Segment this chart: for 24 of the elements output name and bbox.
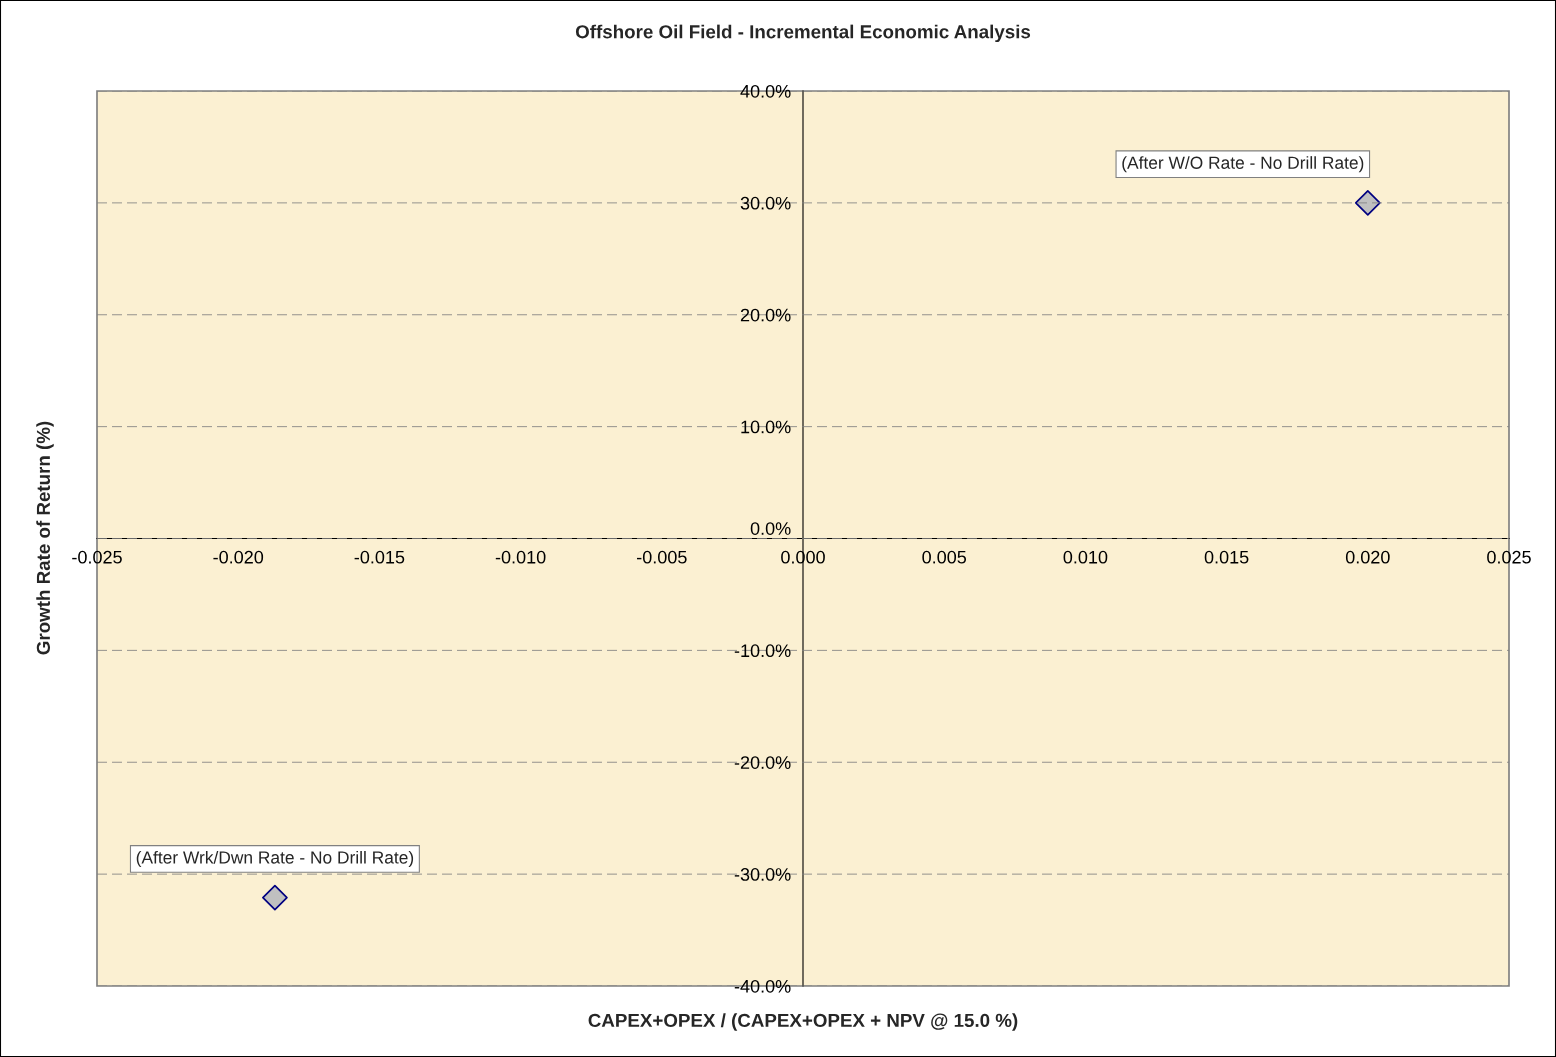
x-tick-label: -0.025 — [72, 550, 122, 564]
y-tick-label: -20.0% — [734, 756, 791, 769]
y-tick-label: 20.0% — [740, 308, 791, 322]
x-tick-label: 0.025 — [1487, 550, 1531, 564]
x-tick-label: 0.010 — [1063, 550, 1108, 564]
x-tick-label: 0.005 — [922, 550, 967, 564]
chart-title: Offshore Oil Field - Incremental Economic Analysis — [575, 24, 1031, 43]
y-tick-label: -10.0% — [734, 644, 791, 658]
y-axis-title: Growth Rate of Return (%) — [36, 421, 54, 655]
y-tick-label: 40.0% — [740, 84, 791, 98]
x-tick-label: -0.015 — [354, 550, 405, 564]
annotation: (After Wrk/Dwn Rate - No Drill Rate) — [136, 850, 414, 868]
x-tick-label: -0.005 — [637, 550, 687, 564]
annotation: (After W/O Rate - No Drill Rate) — [1122, 156, 1364, 173]
x-axis-title: CAPEX+OPEX / (CAPEX+OPEX + NPV @ 15.0 %) — [588, 1013, 1018, 1031]
y-tick-label: -30.0% — [734, 868, 791, 881]
y-tick-label: 10.0% — [741, 420, 791, 434]
y-tick-label: 0.0% — [750, 522, 791, 535]
y-tick-label: -40.0% — [734, 979, 791, 993]
x-tick-label: 0.015 — [1204, 550, 1249, 564]
x-tick-label: -0.010 — [495, 550, 546, 564]
y-tick-label: 30.0% — [740, 196, 791, 210]
x-tick-label: -0.020 — [213, 550, 264, 564]
x-tick-label: 0.020 — [1345, 550, 1390, 564]
